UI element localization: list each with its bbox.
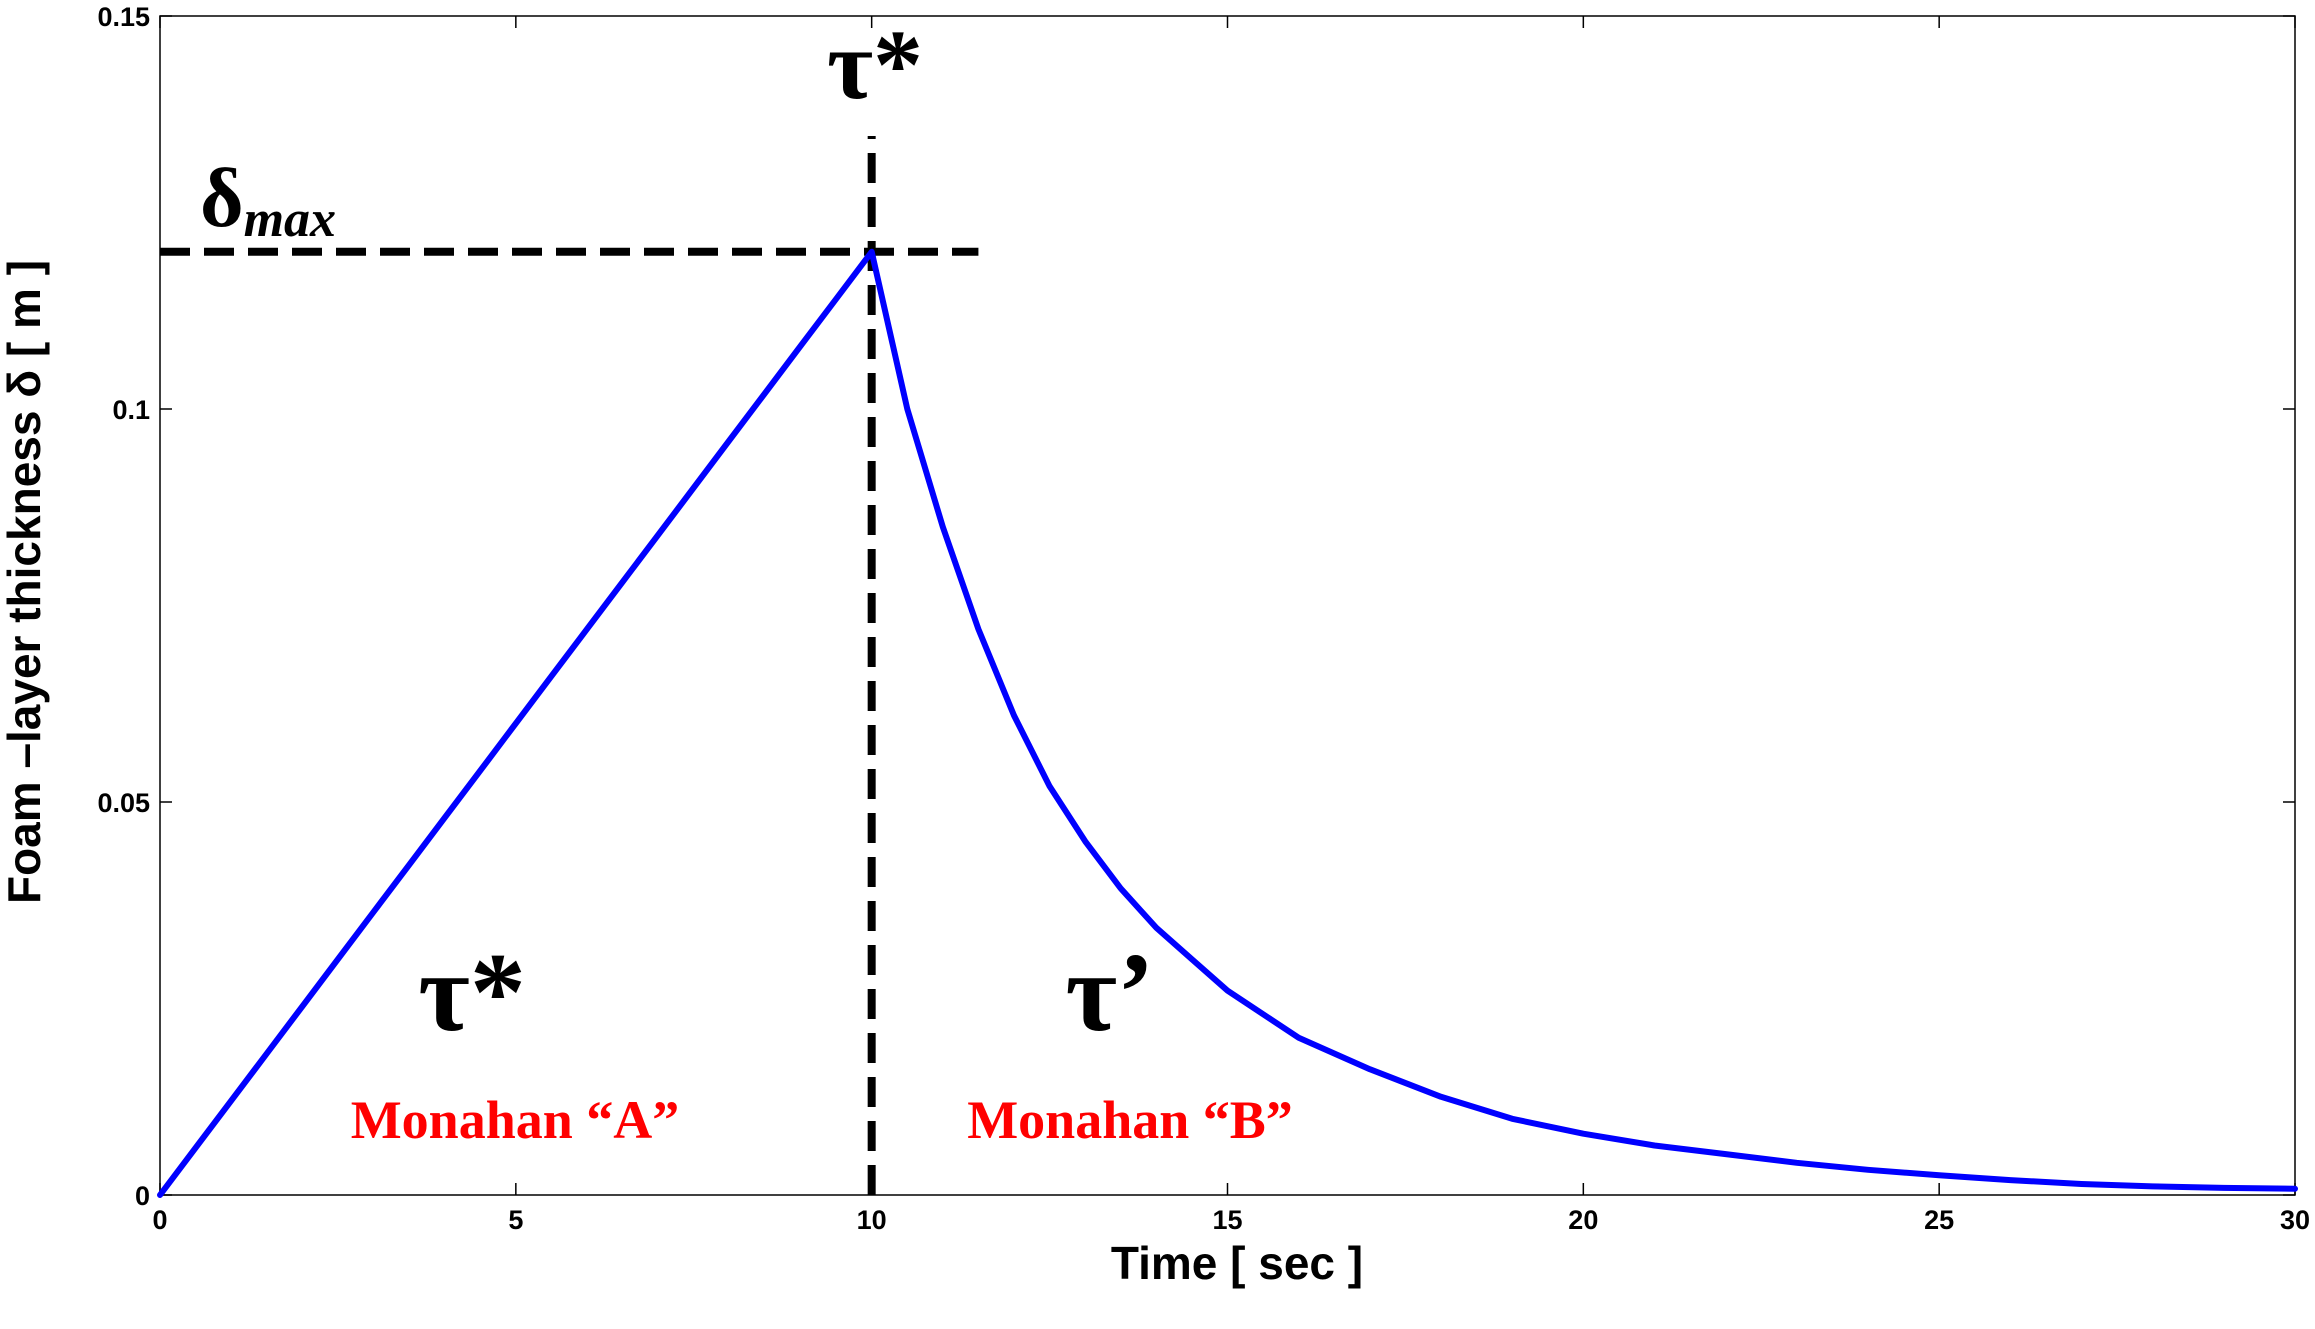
delta-symbol: δ — [200, 152, 244, 245]
tau-star-left-label: τ* — [418, 931, 526, 1055]
monahan-a-label: Monahan “A” — [351, 1090, 680, 1150]
x-tick-label: 10 — [857, 1205, 887, 1235]
y-tick-label: 0.1 — [112, 395, 150, 425]
x-tick-label: 20 — [1568, 1205, 1598, 1235]
x-tick-label: 5 — [508, 1205, 523, 1235]
series — [157, 248, 2298, 1198]
y-tick-label: 0 — [135, 1181, 150, 1211]
x-tick-label: 15 — [1212, 1205, 1242, 1235]
y-axis-label: Foam –layer thickness δ [ m ] — [0, 260, 50, 904]
tau-prime-label: τ’ — [1066, 931, 1155, 1055]
x-tick-label: 0 — [152, 1205, 167, 1235]
delta-max-label: δmax — [200, 152, 336, 248]
x-axis-label: Time [ sec ] — [1111, 1237, 1363, 1289]
series-line — [157, 248, 2298, 1198]
x-tick-label: 30 — [2280, 1205, 2310, 1235]
monahan-b-label: Monahan “B” — [967, 1090, 1293, 1150]
x-tick-label: 25 — [1924, 1205, 1954, 1235]
reference-lines — [160, 136, 979, 1195]
y-tick-label: 0.05 — [97, 788, 150, 818]
tau-star-top-label: τ* — [827, 9, 923, 120]
ticks: 0 5 10 15 20 25 30 0 0.05 0.1 0.15 — [97, 2, 2310, 1235]
y-tick-label: 0.15 — [97, 2, 150, 32]
delta-subscript: max — [244, 191, 336, 248]
